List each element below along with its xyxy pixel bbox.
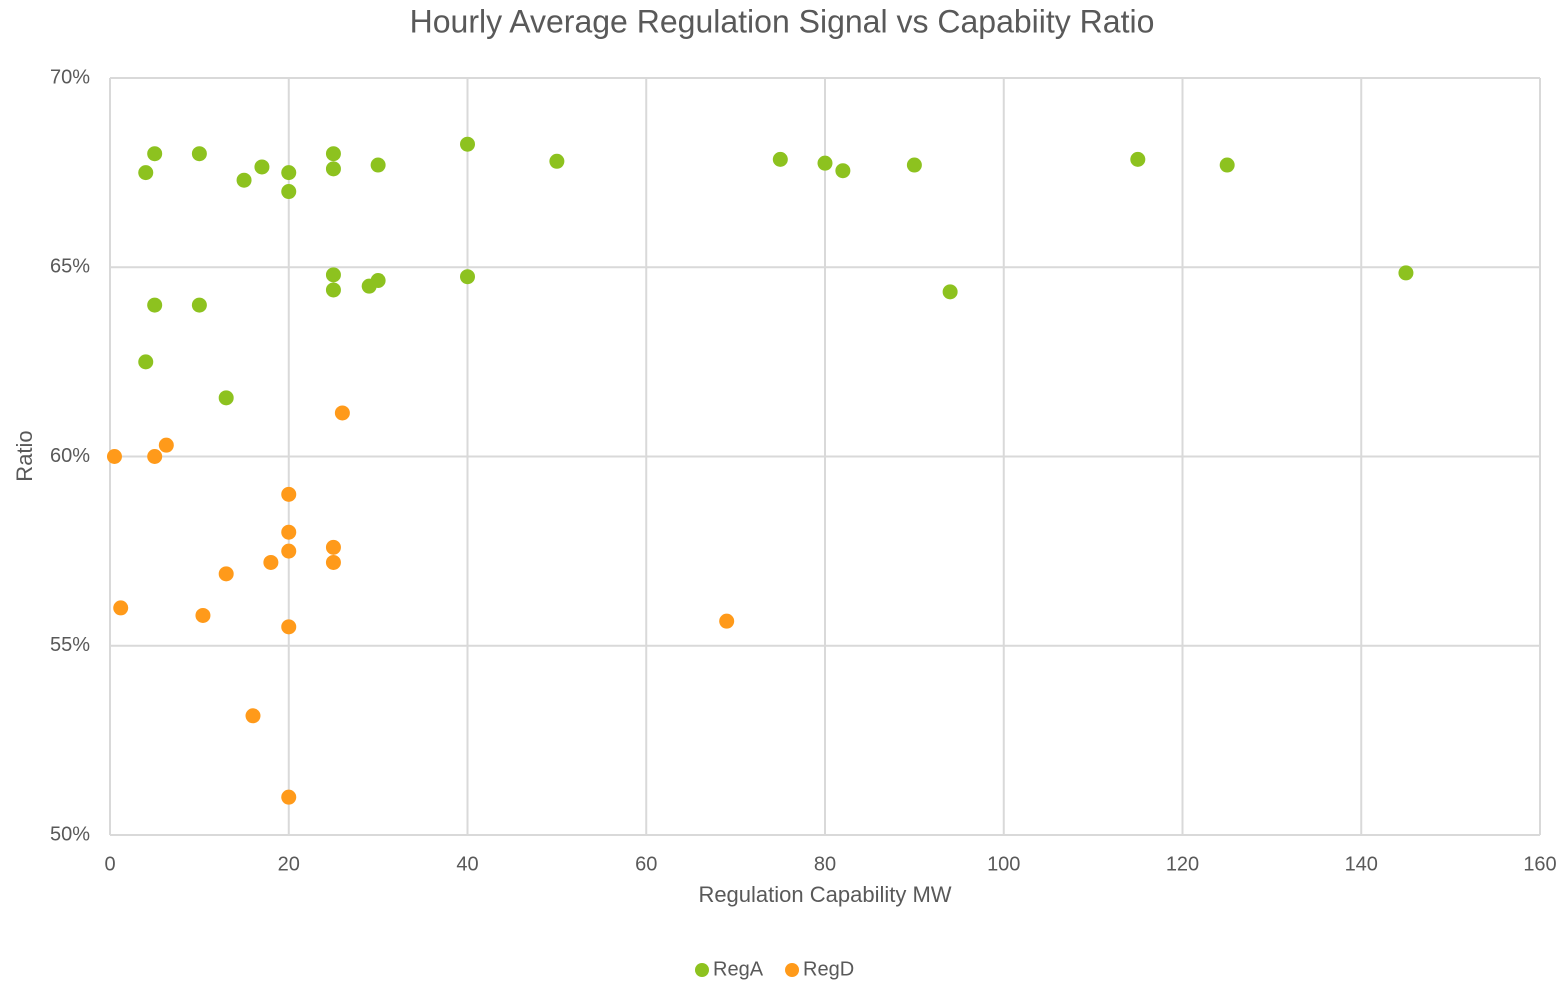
page: Hourly Average Regulation Signal vs Capa… — [0, 0, 1568, 986]
point — [326, 555, 341, 570]
point — [195, 608, 210, 623]
point — [219, 566, 234, 581]
point — [281, 487, 296, 502]
chart-title: Hourly Average Regulation Signal vs Capa… — [410, 3, 1155, 39]
point — [237, 173, 252, 188]
point — [138, 354, 153, 369]
point — [281, 544, 296, 559]
x-tick-label: 140 — [1345, 853, 1378, 875]
point — [460, 269, 475, 284]
x-tick-label: 120 — [1166, 853, 1199, 875]
point — [113, 600, 128, 615]
point — [192, 298, 207, 313]
point — [549, 154, 564, 169]
y-tick-label: 55% — [50, 634, 90, 656]
point — [281, 525, 296, 540]
point — [773, 152, 788, 167]
chart: Hourly Average Regulation Signal vs Capa… — [0, 0, 1568, 986]
point — [281, 165, 296, 180]
point — [326, 540, 341, 555]
y-tick-label: 65% — [50, 256, 90, 278]
point — [326, 161, 341, 176]
point — [147, 298, 162, 313]
point — [281, 790, 296, 805]
y-tick-label: 50% — [50, 823, 90, 845]
point — [192, 146, 207, 161]
point — [138, 165, 153, 180]
point — [159, 438, 174, 453]
y-tick-label: 70% — [50, 66, 90, 88]
x-axis-title: Regulation Capability MW — [698, 882, 951, 907]
point — [326, 146, 341, 161]
legend-marker — [785, 963, 799, 977]
point — [326, 267, 341, 282]
point — [835, 163, 850, 178]
x-tick-label: 160 — [1523, 853, 1556, 875]
point — [107, 449, 122, 464]
point — [1398, 265, 1413, 280]
legend-label: RegD — [803, 958, 854, 980]
x-tick-label: 100 — [987, 853, 1020, 875]
x-tick-label: 40 — [456, 853, 478, 875]
x-tick-label: 80 — [814, 853, 836, 875]
point — [246, 708, 261, 723]
point — [281, 184, 296, 199]
point — [371, 273, 386, 288]
y-tick-label: 60% — [50, 445, 90, 467]
point — [281, 619, 296, 634]
point — [147, 146, 162, 161]
point — [1220, 158, 1235, 173]
point — [147, 449, 162, 464]
legend-label: RegA — [713, 958, 764, 980]
point — [219, 390, 234, 405]
x-tick-label: 20 — [278, 853, 300, 875]
point — [719, 614, 734, 629]
point — [263, 555, 278, 570]
x-tick-label: 0 — [104, 853, 115, 875]
point — [818, 156, 833, 171]
point — [254, 159, 269, 174]
point — [943, 284, 958, 299]
x-tick-label: 60 — [635, 853, 657, 875]
y-axis-title: Ratio — [12, 430, 37, 481]
legend-marker — [695, 963, 709, 977]
point — [460, 137, 475, 152]
point — [371, 158, 386, 173]
point — [1130, 152, 1145, 167]
point — [907, 158, 922, 173]
point — [335, 405, 350, 420]
point — [326, 282, 341, 297]
